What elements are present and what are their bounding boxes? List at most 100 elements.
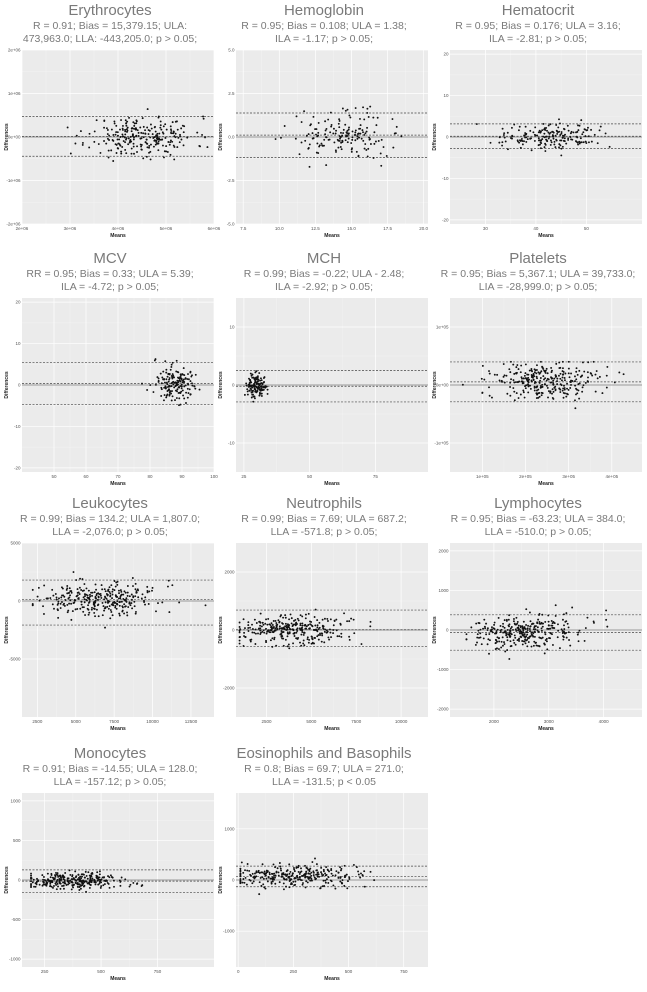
data-point bbox=[474, 643, 477, 646]
data-point bbox=[168, 393, 171, 396]
data-point bbox=[87, 608, 90, 611]
data-point bbox=[280, 614, 283, 617]
data-point bbox=[140, 131, 143, 134]
data-point bbox=[543, 132, 546, 135]
data-point bbox=[101, 614, 104, 617]
chart-stats-line: RR = 0.95; Bias = 0.33; ULA = 5.39; bbox=[26, 268, 194, 280]
data-point bbox=[251, 386, 254, 389]
y-tick-label: 2.5 bbox=[228, 91, 235, 96]
data-point bbox=[30, 872, 32, 875]
data-point bbox=[575, 387, 577, 390]
data-point bbox=[539, 386, 542, 389]
data-point bbox=[42, 880, 45, 883]
data-point bbox=[503, 626, 506, 629]
data-point bbox=[135, 591, 138, 594]
x-tick-label: 4000 bbox=[599, 719, 610, 724]
data-point bbox=[54, 593, 57, 595]
data-point bbox=[112, 160, 115, 162]
data-point bbox=[316, 871, 319, 874]
data-point bbox=[524, 387, 527, 390]
data-point bbox=[291, 872, 294, 875]
data-point bbox=[344, 874, 347, 877]
data-point bbox=[155, 610, 157, 613]
data-point bbox=[96, 877, 99, 880]
data-point bbox=[541, 613, 544, 616]
data-point bbox=[320, 872, 323, 875]
data-point bbox=[104, 595, 106, 598]
data-point bbox=[68, 587, 71, 590]
data-point bbox=[335, 870, 338, 873]
data-point bbox=[339, 136, 342, 138]
data-point bbox=[116, 147, 119, 150]
data-point bbox=[301, 622, 304, 625]
data-point bbox=[339, 137, 341, 140]
data-point bbox=[565, 636, 568, 639]
data-point bbox=[316, 619, 319, 622]
data-point bbox=[337, 146, 340, 149]
data-point bbox=[337, 122, 340, 125]
data-point bbox=[622, 373, 625, 376]
data-point bbox=[91, 591, 94, 594]
data-point bbox=[34, 885, 37, 888]
data-point bbox=[461, 383, 464, 386]
data-point bbox=[552, 137, 555, 140]
data-point bbox=[277, 871, 280, 874]
data-point bbox=[275, 622, 278, 624]
data-point bbox=[497, 648, 500, 650]
data-point bbox=[112, 879, 115, 882]
data-point bbox=[501, 144, 504, 147]
data-point bbox=[364, 132, 367, 135]
data-point bbox=[354, 107, 357, 109]
data-point bbox=[334, 132, 337, 135]
data-point bbox=[84, 880, 87, 883]
data-point bbox=[552, 379, 555, 382]
data-point bbox=[88, 146, 91, 149]
data-point bbox=[144, 132, 147, 135]
data-point bbox=[120, 119, 123, 121]
data-point bbox=[86, 877, 89, 880]
data-point bbox=[129, 135, 132, 138]
data-point bbox=[550, 366, 553, 369]
data-point bbox=[325, 629, 328, 632]
data-point bbox=[505, 634, 508, 637]
data-point bbox=[527, 381, 530, 384]
data-point bbox=[271, 637, 274, 640]
data-point bbox=[498, 379, 501, 382]
data-point bbox=[324, 129, 327, 132]
data-point bbox=[521, 627, 524, 630]
data-point bbox=[132, 138, 135, 141]
x-tick-label: 100 bbox=[210, 474, 218, 479]
data-point bbox=[179, 403, 182, 406]
data-point bbox=[366, 155, 369, 158]
data-point bbox=[590, 372, 593, 375]
data-point bbox=[249, 372, 252, 375]
data-point bbox=[480, 643, 483, 646]
data-point bbox=[562, 387, 565, 390]
data-point bbox=[310, 123, 312, 126]
data-point bbox=[493, 373, 496, 376]
data-point bbox=[84, 614, 87, 617]
scatter-plot: 2000 3000 4000-2000-1000010002000MeansDiff… bbox=[432, 543, 642, 732]
y-tick-label: 10 bbox=[443, 93, 449, 98]
data-point bbox=[545, 379, 548, 382]
data-point bbox=[340, 867, 343, 870]
data-point bbox=[556, 377, 559, 380]
data-point bbox=[524, 642, 527, 645]
x-tick-label: 750 bbox=[400, 969, 408, 974]
data-point bbox=[124, 128, 127, 131]
data-point bbox=[296, 617, 299, 620]
data-point bbox=[470, 626, 473, 629]
data-point bbox=[250, 388, 252, 391]
data-point bbox=[517, 368, 520, 371]
data-point bbox=[175, 370, 178, 373]
data-point bbox=[80, 603, 83, 606]
data-point bbox=[238, 621, 241, 624]
data-point bbox=[334, 149, 337, 152]
data-point bbox=[354, 133, 356, 136]
data-point bbox=[98, 593, 101, 596]
data-point bbox=[258, 391, 261, 394]
data-point bbox=[543, 652, 546, 655]
data-point bbox=[346, 141, 349, 144]
data-point bbox=[81, 143, 84, 146]
data-point bbox=[149, 384, 152, 386]
